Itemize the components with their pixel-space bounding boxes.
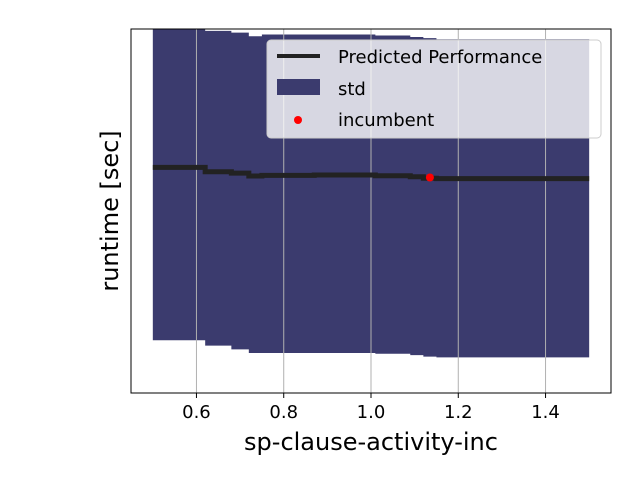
legend-swatch-std	[277, 79, 320, 95]
x-tick-label: 0.8	[269, 402, 298, 423]
x-axis-label: sp-clause-activity-inc	[244, 428, 498, 456]
legend-label-incumbent: incumbent	[338, 110, 434, 131]
legend: Predicted Performance std incumbent	[266, 39, 602, 139]
x-tick-label: 1.4	[531, 402, 560, 423]
x-tick-label: 0.6	[182, 402, 211, 423]
legend-swatch-incumbent	[294, 116, 302, 124]
line-layer	[152, 164, 590, 182]
y-axis-label: runtime [sec]	[96, 130, 124, 291]
x-tick-label: 1.2	[444, 402, 473, 423]
grid-layer	[195, 29, 547, 393]
x-ticks: 0.6 0.8 1.0 1.2 1.4	[182, 393, 560, 423]
x-tick-label: 1.0	[357, 402, 386, 423]
legend-label-predicted-performance: Predicted Performance	[338, 47, 542, 68]
predicted-performance-line	[152, 164, 590, 182]
point-layer	[425, 173, 434, 182]
legend-label-std: std	[338, 79, 366, 100]
legend-box	[266, 39, 602, 139]
incumbent-point	[425, 173, 434, 182]
